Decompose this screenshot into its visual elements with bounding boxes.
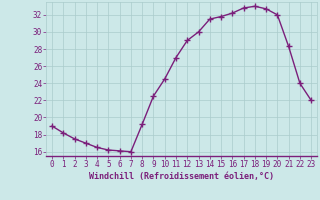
X-axis label: Windchill (Refroidissement éolien,°C): Windchill (Refroidissement éolien,°C) [89,172,274,181]
